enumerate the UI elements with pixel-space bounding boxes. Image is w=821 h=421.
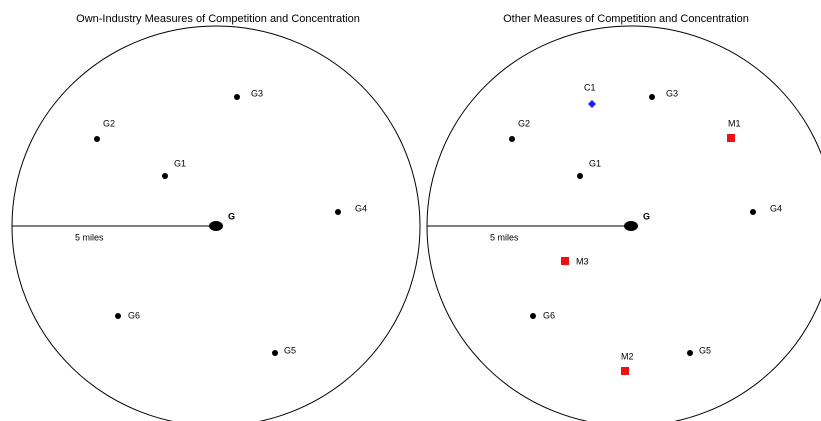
store-marker xyxy=(649,94,655,100)
panel-title: Other Measures of Competition and Concen… xyxy=(503,13,749,25)
competitor-marker xyxy=(727,134,735,142)
store-label: G2 xyxy=(518,118,530,128)
store-marker xyxy=(94,136,100,142)
store-marker xyxy=(750,209,756,215)
store-marker xyxy=(115,313,121,319)
radius-circle xyxy=(426,25,821,421)
competitor-label: M3 xyxy=(576,256,589,266)
store-marker xyxy=(530,313,536,319)
store-marker xyxy=(162,173,168,179)
store-marker xyxy=(234,94,240,100)
store-marker xyxy=(687,350,693,356)
competitor-label: M2 xyxy=(621,351,634,361)
store-label: G4 xyxy=(770,203,782,213)
store-label: G1 xyxy=(589,158,601,168)
competitor-label: M1 xyxy=(728,118,741,128)
store-label: G5 xyxy=(284,345,296,355)
center-marker xyxy=(209,221,223,231)
competitor-label: C1 xyxy=(584,82,596,92)
competitor-marker xyxy=(561,257,569,265)
competitor-marker xyxy=(621,367,629,375)
panel-title: Own-Industry Measures of Competition and… xyxy=(76,13,360,25)
store-marker xyxy=(509,136,515,142)
store-label: G6 xyxy=(128,310,140,320)
store-marker xyxy=(577,173,583,179)
store-marker xyxy=(272,350,278,356)
radius-label: 5 miles xyxy=(490,232,519,242)
store-label: G2 xyxy=(103,118,115,128)
store-label: G4 xyxy=(355,203,367,213)
center-label: G xyxy=(228,211,235,221)
radius-label: 5 miles xyxy=(75,232,104,242)
store-label: G3 xyxy=(666,88,678,98)
store-label: G5 xyxy=(699,345,711,355)
store-label: G1 xyxy=(174,158,186,168)
store-marker xyxy=(335,209,341,215)
center-label: G xyxy=(643,211,650,221)
store-label: G6 xyxy=(543,310,555,320)
store-label: G3 xyxy=(251,88,263,98)
competitor-marker xyxy=(588,100,596,108)
center-marker xyxy=(624,221,638,231)
